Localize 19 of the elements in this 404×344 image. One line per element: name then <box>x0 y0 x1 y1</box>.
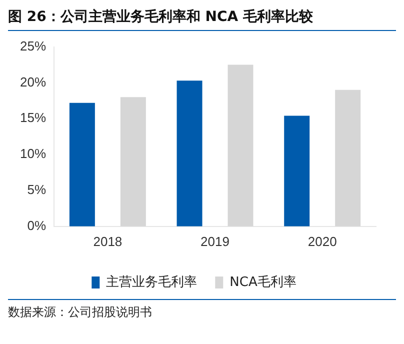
bar <box>176 80 202 226</box>
legend-label: 主营业务毛利率 <box>106 274 198 290</box>
x-tick-label: 2020 <box>308 234 337 249</box>
x-tick-label: 2018 <box>93 234 122 249</box>
chart-title: 图 26：公司主营业务毛利率和 NCA 毛利率比较 <box>8 8 396 31</box>
bar <box>120 97 146 226</box>
y-tick-label: 10% <box>20 146 46 162</box>
source-note: 数据来源：公司招股说明书 <box>8 299 396 321</box>
bar <box>284 116 310 226</box>
y-tick-label: 5% <box>27 182 46 198</box>
bar <box>335 90 361 226</box>
bar <box>228 64 254 226</box>
x-tick-label: 2019 <box>200 234 230 249</box>
y-tick-label: 20% <box>20 74 46 90</box>
y-tick-label: 0% <box>27 218 46 233</box>
bar <box>69 102 95 226</box>
y-tick-label: 15% <box>20 110 46 126</box>
y-tick-label: 25% <box>20 38 46 54</box>
legend-label: NCA毛利率 <box>230 274 296 290</box>
